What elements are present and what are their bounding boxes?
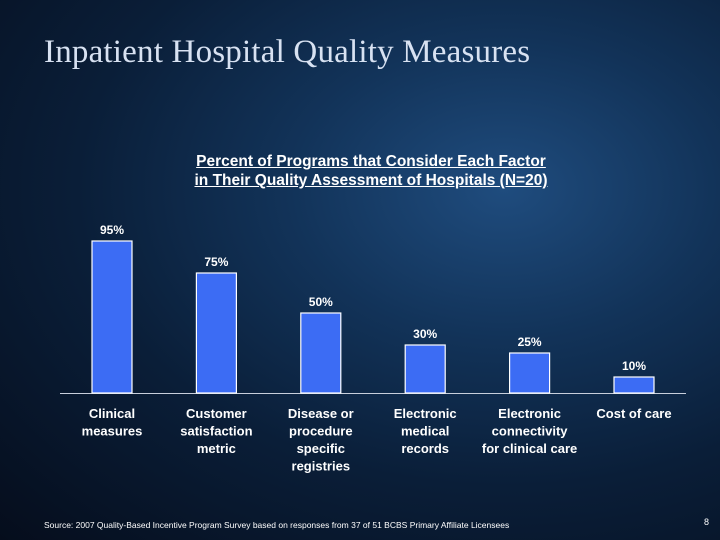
chart-subtitle-line-2: in Their Quality Assessment of Hospitals… (194, 172, 548, 189)
chart-subtitle: Percent of Programs that Consider Each F… (0, 152, 720, 190)
bar-3 (300, 312, 342, 394)
category-label-3-line-4: registries (292, 459, 351, 474)
category-label-5-line-1: Electronic (498, 406, 561, 421)
category-label-3-line-2: procedure (289, 424, 353, 439)
data-label-4: 30% (413, 327, 437, 341)
category-label-2-line-1: Customer (186, 406, 247, 421)
bar-4 (404, 344, 446, 394)
category-label-1-line-1: Clinical (89, 406, 135, 421)
bar-5 (509, 352, 551, 394)
category-label-5-line-2: connectivity (492, 424, 569, 439)
data-label-6: 10% (622, 359, 646, 373)
category-label-6-line-1: Cost of care (596, 406, 671, 421)
bar-1 (91, 240, 133, 394)
page-number: 8 (704, 517, 710, 527)
bar-2 (195, 272, 237, 394)
bar-6 (613, 376, 655, 394)
category-label-5-line-3: for clinical care (482, 441, 577, 456)
category-label-4-line-3: records (401, 441, 449, 456)
data-label-3: 50% (309, 295, 333, 309)
data-label-1: 95% (100, 223, 124, 237)
category-label-3-line-3: specific (297, 441, 345, 456)
category-label-1-line-2: measures (82, 424, 143, 439)
category-label-2-line-3: metric (197, 441, 236, 456)
data-label-5: 25% (518, 335, 542, 349)
chart-subtitle-line-1: Percent of Programs that Consider Each F… (196, 153, 546, 170)
category-label-4-line-1: Electronic (394, 406, 457, 421)
category-label-2-line-2: satisfaction (180, 424, 252, 439)
category-label-4-line-2: medical (401, 424, 449, 439)
source-note: Source: 2007 Quality-Based Incentive Pro… (44, 520, 510, 530)
category-label-3-line-1: Disease or (288, 406, 354, 421)
slide-title: Inpatient Hospital Quality Measures (44, 34, 531, 70)
data-label-2: 75% (204, 255, 228, 269)
